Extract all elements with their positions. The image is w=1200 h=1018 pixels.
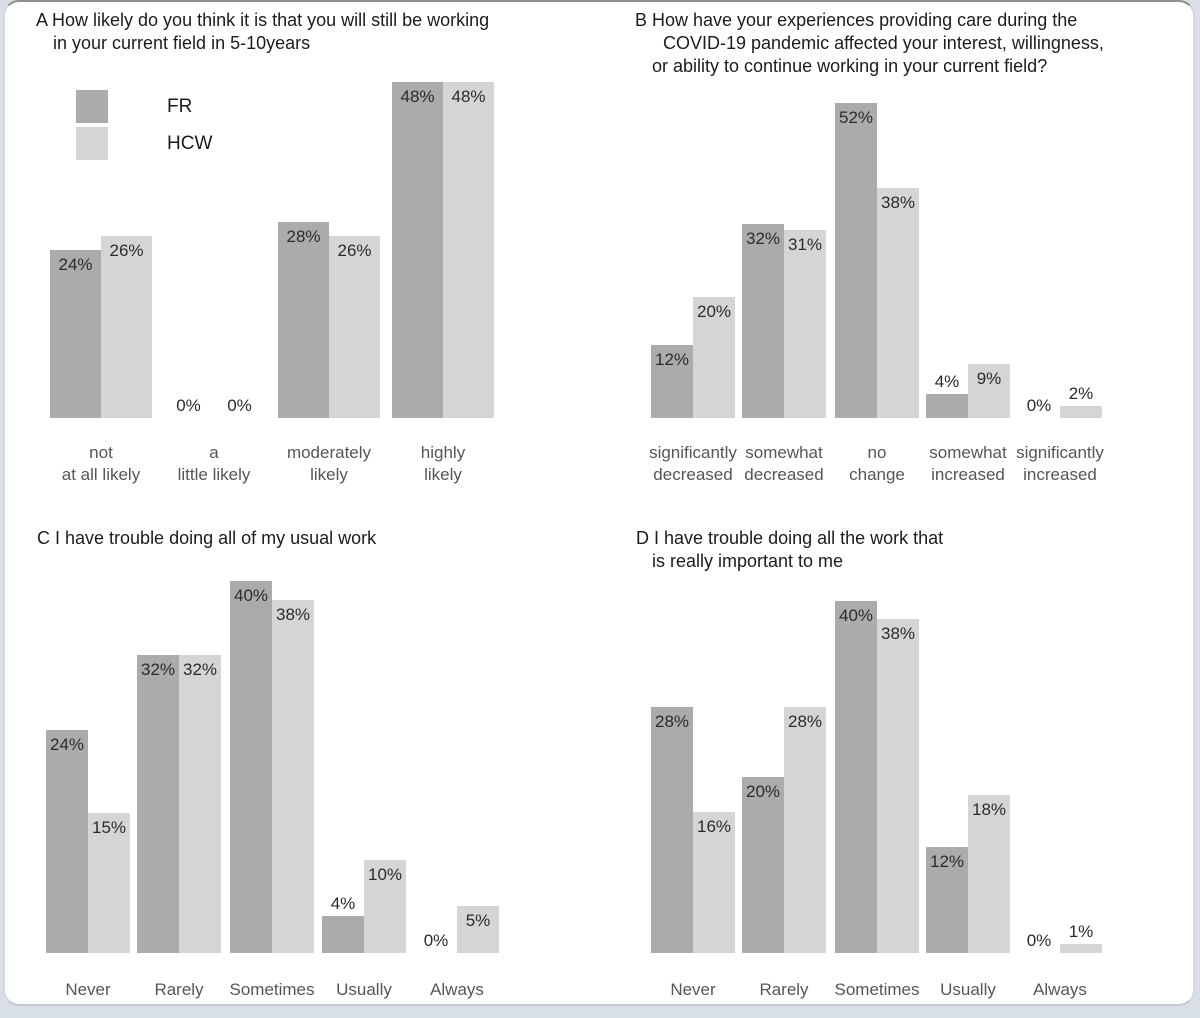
figure-card (3, 0, 1195, 1006)
